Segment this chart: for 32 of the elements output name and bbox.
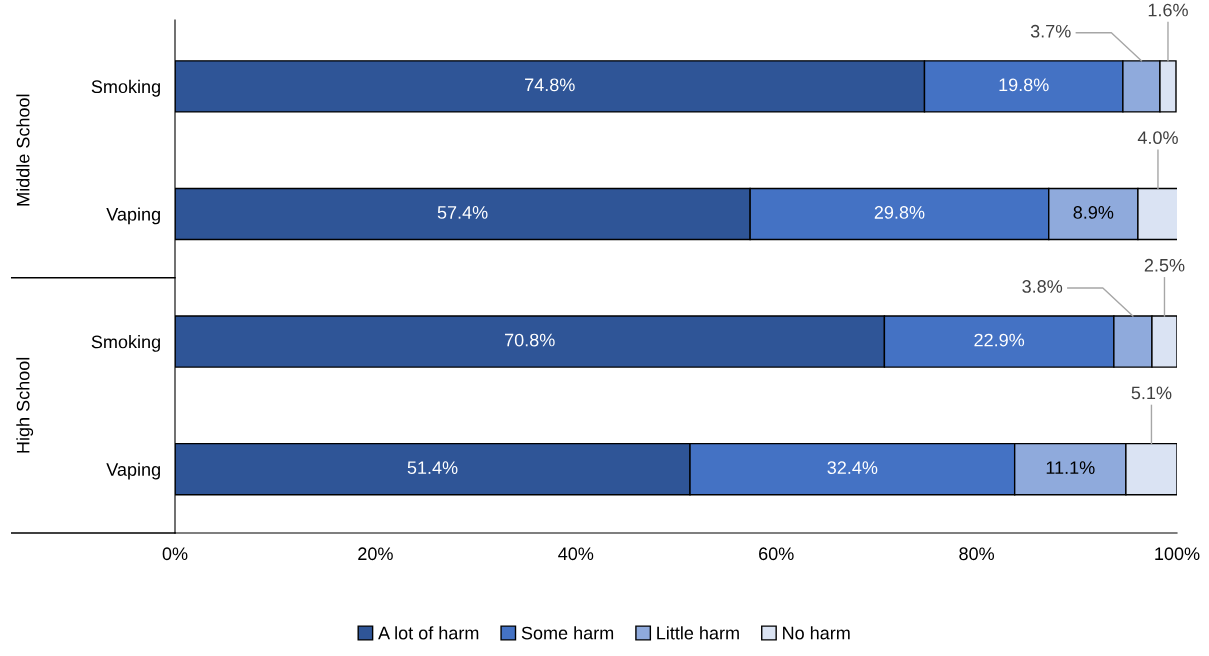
data-label: 51.4%	[407, 461, 458, 475]
data-label: 3.7%	[1030, 24, 1071, 38]
y-tick-label: Vaping	[106, 462, 160, 480]
data-label: 5.1%	[1131, 386, 1172, 400]
x-tick-label: 100%	[1155, 547, 1200, 561]
data-label: 2.5%	[1144, 258, 1185, 272]
data-label: 3.8%	[1022, 280, 1063, 293]
y-tick-label: Vaping	[106, 207, 160, 225]
y-tick-label: Smoking	[91, 335, 160, 352]
x-tick-label: 80%	[959, 547, 995, 561]
legend-label: A lot of harm	[378, 626, 479, 640]
x-tick-label: 60%	[759, 547, 794, 561]
x-tick-label: 40%	[558, 547, 594, 561]
data-label: 11.1%	[1046, 461, 1095, 474]
y-tick-label: Smoking	[91, 79, 160, 97]
data-label: 29.8%	[874, 206, 925, 219]
data-label: 19.8%	[999, 78, 1049, 92]
data-label: 22.9%	[974, 333, 1025, 347]
text: Middle School	[16, 94, 30, 206]
data-label: 70.8%	[505, 333, 555, 347]
x-tick-label: 0%	[162, 547, 188, 561]
legend-label: No harm	[783, 626, 850, 640]
data-label: 8.9%	[1073, 206, 1114, 219]
text: High School	[16, 357, 34, 453]
data-label: 4.0%	[1137, 131, 1178, 145]
x-tick-label: 20%	[358, 547, 393, 561]
data-label: 74.8%	[525, 78, 575, 92]
data-label: 57.4%	[437, 206, 488, 219]
legend-label: Little harm	[657, 626, 739, 640]
legend-label: Some harm	[521, 626, 614, 640]
data-label: 32.4%	[827, 461, 878, 475]
data-label: 1.6%	[1148, 3, 1188, 17]
